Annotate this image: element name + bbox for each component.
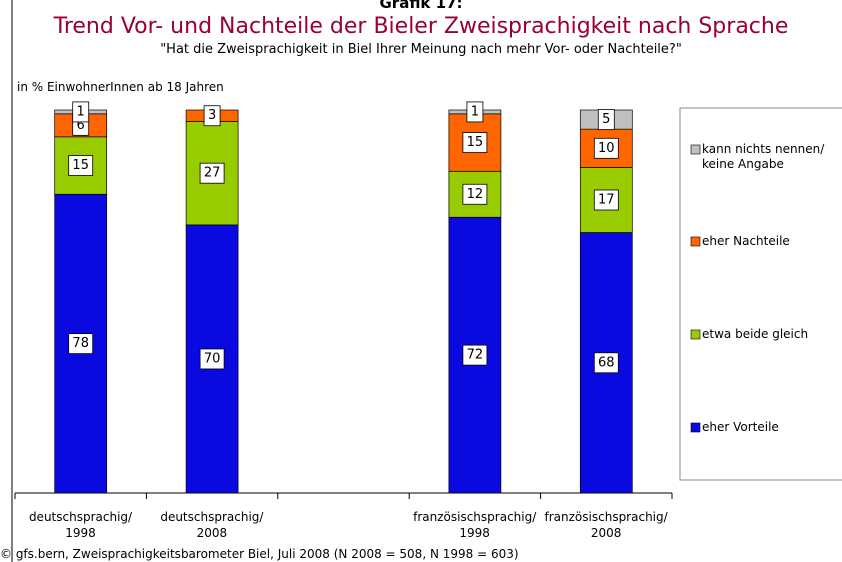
value-label: 5 bbox=[602, 112, 610, 127]
value-label-box bbox=[68, 333, 94, 355]
value-label-box bbox=[462, 183, 488, 205]
legend-swatch bbox=[690, 329, 701, 340]
value-label: 3 bbox=[208, 108, 216, 123]
value-label: 6 bbox=[77, 118, 85, 133]
x-tick-label: deutschsprachig/ 1998 bbox=[28, 510, 133, 540]
value-label-box bbox=[68, 155, 94, 176]
x-tick-label: französischsprachig/ 2008 bbox=[544, 510, 668, 540]
source-note: © gfs.bern, Zweisprachigkeitsbarometer B… bbox=[0, 547, 519, 561]
value-label: 15 bbox=[72, 158, 89, 173]
value-label: 10 bbox=[598, 141, 615, 156]
value-label: 72 bbox=[467, 348, 484, 363]
chart-title: Trend Vor- und Nachteile der Bieler Zwei… bbox=[53, 14, 789, 39]
value-label-box bbox=[597, 109, 615, 130]
value-label-box bbox=[199, 348, 225, 370]
value-label: 27 bbox=[204, 166, 221, 181]
x-tick-label: deutschsprachig/ 2008 bbox=[160, 510, 264, 540]
legend-label: eher Vorteile bbox=[702, 420, 779, 434]
value-label: 17 bbox=[598, 193, 615, 208]
value-label-box bbox=[593, 137, 619, 159]
legend-label: etwa beide gleich bbox=[702, 327, 809, 341]
legend-label: eher Nachteile bbox=[702, 234, 790, 248]
value-label-box bbox=[199, 162, 225, 184]
value-label: 1 bbox=[471, 104, 479, 119]
y-axis-label: in % EinwohnerInnen ab 18 Jahren bbox=[17, 80, 224, 94]
value-label-box bbox=[462, 344, 488, 366]
legend-swatch bbox=[690, 144, 701, 155]
value-label: 12 bbox=[467, 187, 484, 202]
chart-subtitle: "Hat die Zweisprachigkeit in Biel Ihrer … bbox=[160, 42, 682, 57]
value-label-box bbox=[462, 132, 488, 153]
bar-segment bbox=[185, 224, 239, 494]
value-label: 68 bbox=[598, 355, 615, 370]
legend-box bbox=[679, 107, 842, 481]
value-label: 78 bbox=[72, 336, 89, 351]
value-label-box bbox=[466, 101, 484, 123]
value-label: 1 bbox=[77, 104, 85, 119]
value-label: 15 bbox=[467, 135, 484, 150]
value-label-box bbox=[593, 189, 619, 211]
value-label-box bbox=[72, 101, 90, 123]
value-label-box bbox=[593, 352, 619, 374]
x-tick-label: französischsprachig/ 1998 bbox=[413, 510, 537, 540]
value-label: 70 bbox=[204, 351, 221, 366]
legend-label: kann nichts nennen/ keine Angabe bbox=[702, 142, 825, 171]
header: Grafik 17: bbox=[379, 0, 463, 12]
value-label-box bbox=[203, 105, 221, 127]
legend-swatch bbox=[690, 422, 701, 433]
legend-swatch bbox=[690, 236, 701, 247]
